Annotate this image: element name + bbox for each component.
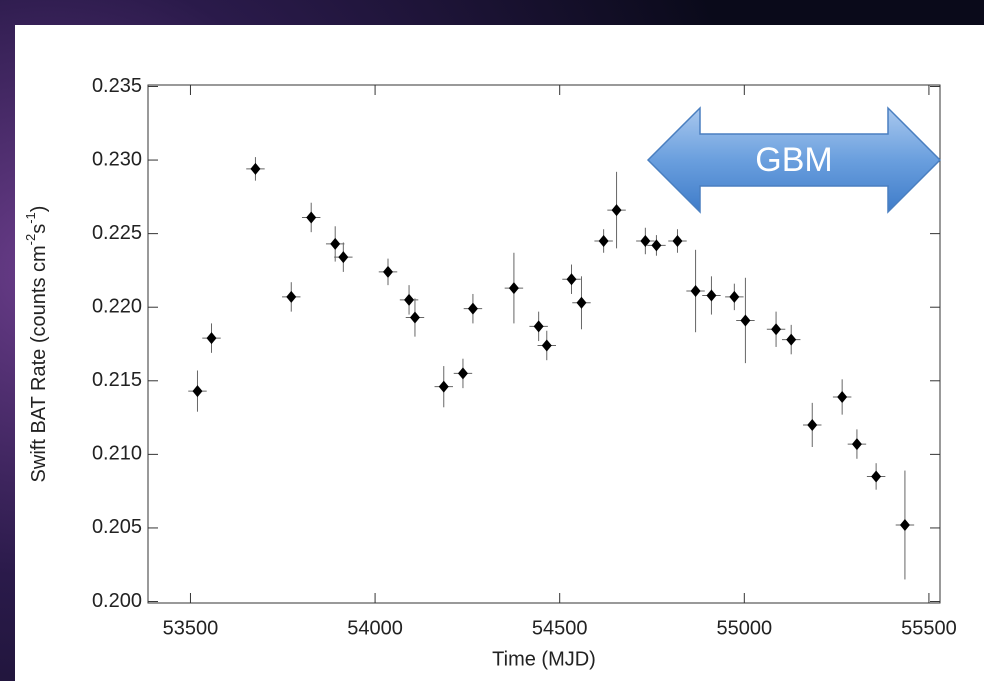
point <box>899 519 910 532</box>
point <box>330 237 341 250</box>
point <box>851 438 862 451</box>
x-axis-label: Time (MJD) <box>492 648 596 670</box>
point <box>206 332 217 345</box>
point <box>250 162 261 175</box>
x-tick-label: 53500 <box>163 617 219 639</box>
point <box>807 418 818 431</box>
x-tick-label: 55000 <box>716 617 772 639</box>
y-label-sup: -1 <box>23 212 38 224</box>
annotation: GBM <box>755 141 832 179</box>
point <box>598 234 609 247</box>
y-axis-label: Swift BAT Rate (counts cm-2s-1) <box>23 206 50 483</box>
point <box>566 273 577 286</box>
y-tick-label: 0.200 <box>92 590 142 612</box>
point <box>672 234 683 247</box>
point <box>541 339 552 352</box>
point <box>871 470 882 483</box>
gbm-arrow <box>646 106 942 214</box>
x-tick-label: 55500 <box>901 617 957 639</box>
point <box>690 285 701 298</box>
point <box>508 282 519 295</box>
point <box>192 385 203 398</box>
point <box>706 289 717 302</box>
point <box>404 293 415 306</box>
point <box>306 211 317 224</box>
point <box>651 239 662 252</box>
y-tick-label: 0.210 <box>92 443 142 465</box>
point <box>533 320 544 333</box>
y-tick-label: 0.205 <box>92 516 142 538</box>
point <box>576 296 587 309</box>
point <box>457 367 468 380</box>
y-label-text: s <box>28 224 50 234</box>
slide-panel <box>15 25 984 681</box>
x-tick-label: 54000 <box>347 617 403 639</box>
point <box>338 251 349 264</box>
point <box>383 265 393 278</box>
point <box>729 290 740 303</box>
point <box>467 302 478 315</box>
y-tick-label: 0.220 <box>92 295 142 317</box>
point <box>286 290 297 303</box>
y-tick-label: 0.225 <box>92 222 142 244</box>
y-label-text: ) <box>28 206 50 213</box>
point <box>740 314 751 327</box>
point <box>611 204 622 217</box>
point <box>640 234 651 247</box>
plot-frame <box>147 84 941 604</box>
point <box>837 390 848 403</box>
point <box>786 333 797 346</box>
y-tick-label: 0.230 <box>92 148 142 170</box>
point <box>438 380 449 393</box>
y-label-text: Swift BAT Rate (counts cm <box>28 245 50 482</box>
y-tick-label: 0.235 <box>92 75 142 97</box>
point <box>409 311 420 324</box>
y-label-sup: -2 <box>23 234 38 246</box>
x-tick-label: 54500 <box>532 617 588 639</box>
y-tick-label: 0.215 <box>92 369 142 391</box>
point <box>771 323 782 336</box>
